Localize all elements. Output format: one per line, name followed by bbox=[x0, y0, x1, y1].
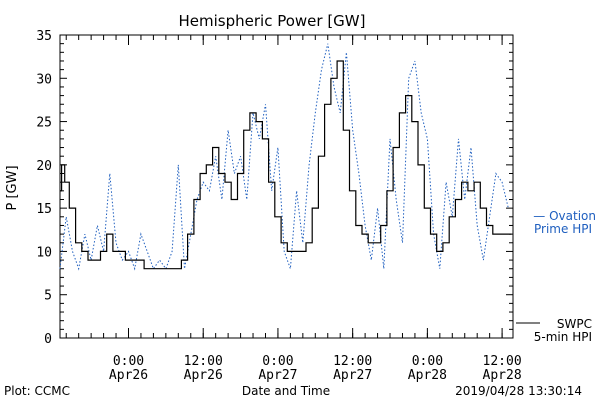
y-tick-label: 5 bbox=[44, 289, 52, 304]
y-tick-label: 30 bbox=[36, 72, 52, 87]
y-tick-label: 10 bbox=[36, 245, 52, 260]
x-tick-label-date: Apr26 bbox=[109, 368, 148, 383]
legend: — Ovation Prime HPI SWPC 5-min HPI bbox=[516, 209, 596, 344]
series-layer bbox=[59, 43, 512, 271]
y-tick-label: 15 bbox=[36, 202, 52, 217]
x-axis: 0:00Apr2612:00Apr260:00Apr2712:00Apr270:… bbox=[65, 35, 522, 383]
x-tick-label-time: 0:00 bbox=[113, 354, 144, 369]
x-tick-label-time: 0:00 bbox=[412, 354, 443, 369]
y-tick-label: 0 bbox=[44, 332, 52, 347]
x-tick-label-time: 12:00 bbox=[184, 354, 223, 369]
y-axis-label: P [GW] bbox=[5, 165, 20, 210]
y-tick-label: 25 bbox=[36, 116, 52, 131]
y-tick-label: 20 bbox=[36, 159, 52, 174]
plot-timestamp: 2019/04/28 13:30:14 bbox=[455, 384, 582, 398]
legend-swpc-label-2: 5-min HPI bbox=[534, 330, 592, 344]
x-tick-label-time: 12:00 bbox=[333, 354, 372, 369]
legend-ovation-label-2: Prime HPI bbox=[534, 222, 592, 236]
series-ovation-line bbox=[59, 43, 509, 271]
x-tick-label-date: Apr27 bbox=[258, 368, 297, 383]
plot-area bbox=[59, 34, 514, 339]
y-tick-label: 35 bbox=[36, 29, 52, 44]
legend-swpc-label-1: SWPC bbox=[557, 317, 592, 331]
x-tick-label-time: 12:00 bbox=[483, 354, 522, 369]
plot-credit: Plot: CCMC bbox=[4, 384, 70, 398]
legend-ovation-label-1: — Ovation bbox=[533, 209, 596, 223]
x-tick-label-date: Apr26 bbox=[184, 368, 223, 383]
x-tick-label-date: Apr28 bbox=[408, 368, 447, 383]
x-tick-label-date: Apr28 bbox=[483, 368, 522, 383]
x-axis-label: Date and Time bbox=[242, 384, 330, 398]
series-swpc-line bbox=[60, 60, 512, 270]
x-tick-label-date: Apr27 bbox=[333, 368, 372, 383]
x-tick-label-time: 0:00 bbox=[262, 354, 293, 369]
chart-title: Hemispheric Power [GW] bbox=[179, 12, 366, 30]
